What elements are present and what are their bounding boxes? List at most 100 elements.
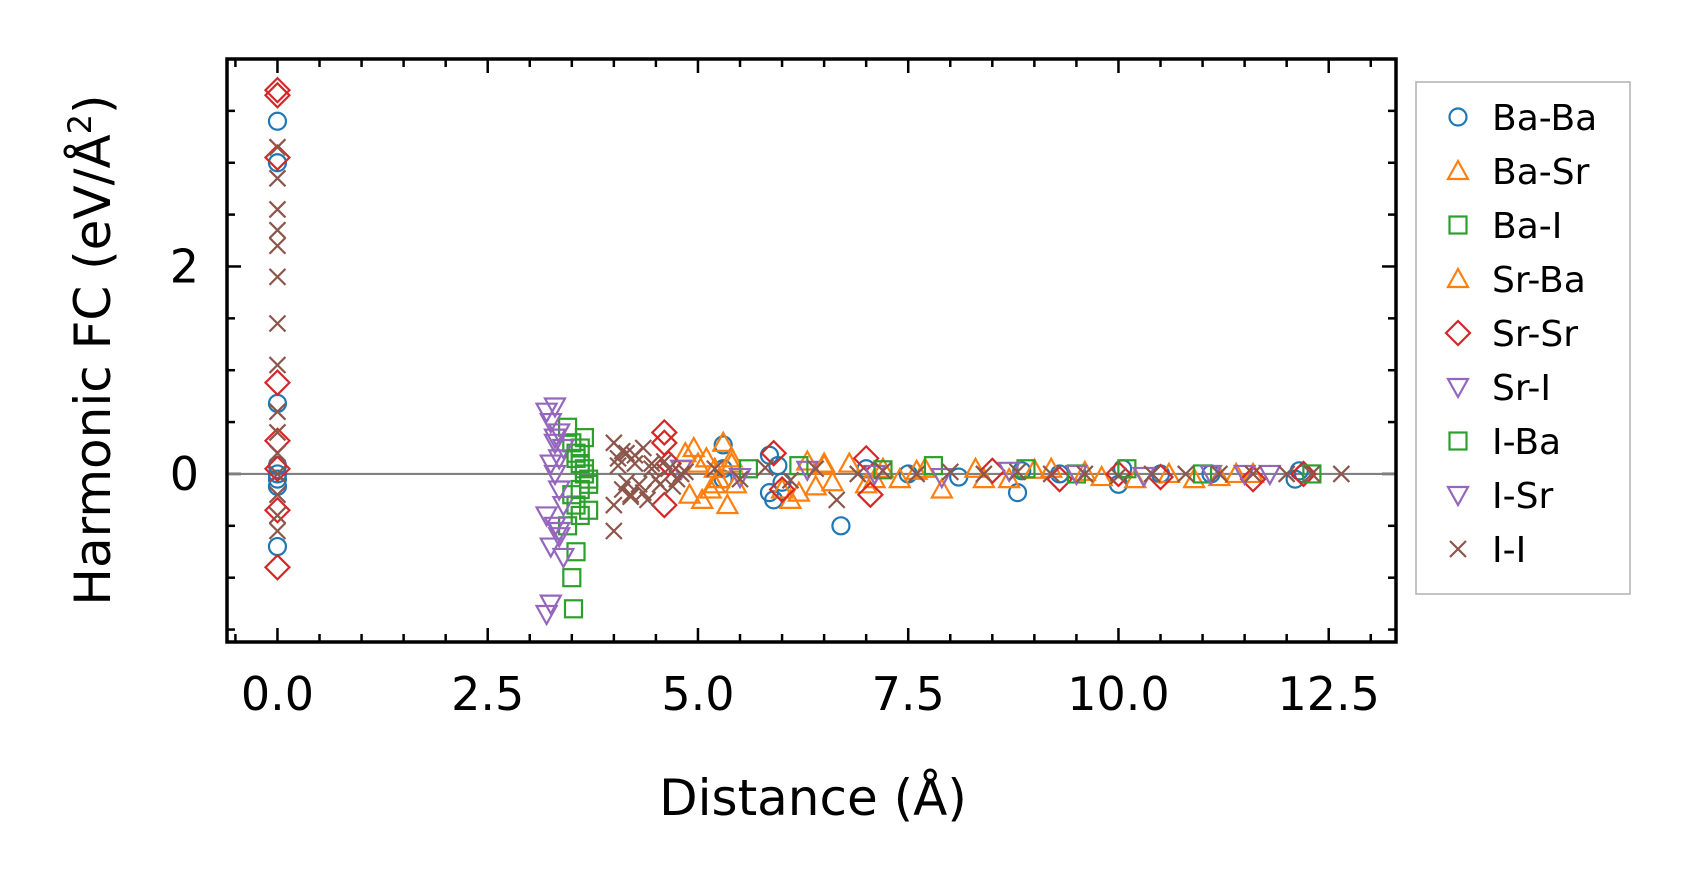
point-i-i [941, 463, 960, 481]
point-i-i [1109, 467, 1128, 485]
point-ba-ba [1108, 474, 1129, 494]
point-sr-sr [1104, 460, 1133, 488]
legend-marker-ba-sr [1446, 158, 1470, 181]
point-i-ba [574, 459, 595, 479]
legend-label-sr-ba: Sr-Ba [1492, 260, 1586, 301]
point-sr-i [534, 506, 559, 528]
point-sr-sr [263, 455, 292, 483]
point-ba-sr [837, 451, 862, 473]
point-sr-i [547, 423, 572, 445]
point-ba-i [558, 417, 578, 437]
point-ba-i [566, 495, 586, 515]
point-i-i [642, 459, 661, 478]
point-ba-ba [267, 464, 288, 484]
point-ba-sr [1224, 461, 1249, 484]
legend-marker-i-ba [1448, 431, 1468, 451]
point-sr-ba [686, 451, 710, 473]
point-i-i [621, 487, 640, 506]
point-i-i [848, 465, 867, 483]
scatter-points [263, 76, 1351, 627]
point-i-sr [1257, 464, 1282, 487]
point-i-i [1332, 465, 1351, 483]
point-sr-i [543, 433, 567, 456]
legend-label-sr-sr: Sr-Sr [1492, 314, 1578, 355]
point-sr-i [547, 521, 572, 544]
point-ba-ba [267, 153, 288, 173]
point-i-i [1008, 463, 1027, 481]
point-i-i [827, 491, 846, 509]
point-ba-ba [713, 435, 733, 455]
point-sr-sr [263, 76, 292, 104]
point-sr-sr [650, 429, 678, 457]
point-i-i [268, 356, 287, 374]
point-ba-ba [267, 111, 288, 131]
point-ba-sr [871, 456, 895, 478]
point-i-sr [1064, 464, 1089, 487]
point-i-i [613, 442, 632, 460]
point-sr-i [547, 480, 572, 502]
point-i-i [268, 221, 287, 239]
legend-marker-ba-ba [1448, 107, 1468, 127]
point-i-i [1277, 465, 1296, 483]
point-sr-ba [1089, 464, 1114, 487]
point-i-i [642, 454, 661, 473]
point-ba-sr [698, 477, 723, 499]
point-i-sr [1232, 464, 1257, 487]
point-ba-sr [707, 466, 731, 489]
point-ba-sr [887, 466, 912, 489]
legend-label-i-ba: I-Ba [1492, 422, 1561, 463]
point-ba-i [563, 599, 584, 619]
x-tick-label: 0.0 [241, 667, 314, 721]
point-i-i [706, 459, 724, 478]
legend-label-ba-ba: Ba-Ba [1492, 98, 1597, 139]
x-tick-label: 12.5 [1278, 667, 1380, 721]
point-ba-i [562, 568, 582, 588]
point-sr-i [551, 547, 576, 570]
point-sr-sr [263, 143, 292, 172]
legend-marker-sr-i [1446, 377, 1470, 400]
point-sr-sr [768, 475, 796, 504]
axis-tick-labels: 0.0 2.5 5.0 7.5 10.0 12.5 0 2 [170, 239, 1380, 721]
point-sr-sr [263, 81, 292, 109]
point-sr-i [538, 454, 563, 476]
point-i-sr [929, 467, 954, 490]
point-sr-i [538, 412, 563, 435]
point-i-i [659, 459, 678, 478]
point-ba-sr [694, 446, 719, 468]
legend-label-ba-sr: Ba-Sr [1492, 152, 1590, 193]
point-i-i [975, 465, 993, 483]
y-axis-label: Harmonic FC (eV/Å2) [61, 94, 122, 605]
point-i-i [617, 473, 636, 492]
axis-ticks [227, 59, 1396, 642]
point-ba-sr [929, 477, 954, 499]
point-ba-i [579, 500, 599, 520]
point-i-i [268, 236, 287, 255]
point-sr-sr [263, 369, 292, 397]
point-i-i [268, 268, 287, 286]
point-i-ba [579, 469, 599, 489]
point-sr-ba [702, 472, 727, 494]
point-ba-sr [997, 466, 1022, 489]
legend-marker-sr-sr [1444, 319, 1472, 347]
point-i-i [1244, 465, 1262, 483]
legend-label-ba-i: Ba-I [1492, 206, 1562, 247]
point-ba-sr [803, 474, 828, 496]
point-i-i [1042, 465, 1060, 483]
point-i-ba [789, 456, 809, 476]
legend-label-i-sr: I-Sr [1492, 476, 1553, 517]
point-ba-i [574, 428, 595, 448]
point-sr-ba [770, 477, 794, 499]
series-sr-i [534, 397, 576, 627]
point-sr-i [547, 449, 572, 471]
point-i-i [605, 496, 623, 514]
point-i-i [268, 444, 287, 462]
legend-marker-i-sr [1446, 485, 1470, 508]
series-sr-sr [263, 76, 1318, 581]
point-ba-sr [715, 492, 740, 515]
legend-label-sr-i: Sr-I [1492, 368, 1551, 409]
point-i-i [676, 463, 695, 481]
point-sr-sr [263, 496, 292, 524]
point-i-i [268, 169, 287, 188]
point-ba-ba [1012, 461, 1032, 481]
